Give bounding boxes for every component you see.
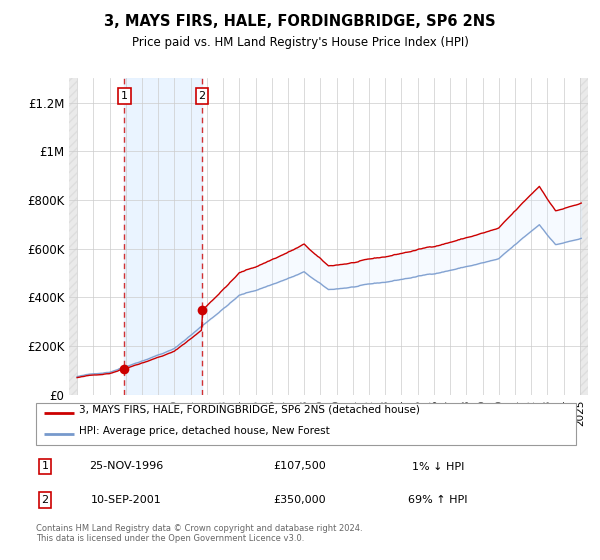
Text: 1: 1 xyxy=(121,91,128,101)
Text: 3, MAYS FIRS, HALE, FORDINGBRIDGE, SP6 2NS (detached house): 3, MAYS FIRS, HALE, FORDINGBRIDGE, SP6 2… xyxy=(79,405,420,415)
Text: 69% ↑ HPI: 69% ↑ HPI xyxy=(408,495,468,505)
Bar xyxy=(124,78,202,395)
Text: 10-SEP-2001: 10-SEP-2001 xyxy=(91,495,161,505)
Text: 25-NOV-1996: 25-NOV-1996 xyxy=(89,461,163,472)
Text: 3, MAYS FIRS, HALE, FORDINGBRIDGE, SP6 2NS: 3, MAYS FIRS, HALE, FORDINGBRIDGE, SP6 2… xyxy=(104,14,496,29)
Text: 1: 1 xyxy=(41,461,49,472)
Text: HPI: Average price, detached house, New Forest: HPI: Average price, detached house, New … xyxy=(79,426,330,436)
Text: Contains HM Land Registry data © Crown copyright and database right 2024.
This d: Contains HM Land Registry data © Crown c… xyxy=(36,524,362,543)
Text: 1% ↓ HPI: 1% ↓ HPI xyxy=(412,461,464,472)
Text: 2: 2 xyxy=(41,495,49,505)
Text: 2: 2 xyxy=(199,91,206,101)
Text: £350,000: £350,000 xyxy=(274,495,326,505)
Text: £107,500: £107,500 xyxy=(274,461,326,472)
Bar xyxy=(69,78,77,395)
Text: Price paid vs. HM Land Registry's House Price Index (HPI): Price paid vs. HM Land Registry's House … xyxy=(131,36,469,49)
Bar xyxy=(580,78,588,395)
